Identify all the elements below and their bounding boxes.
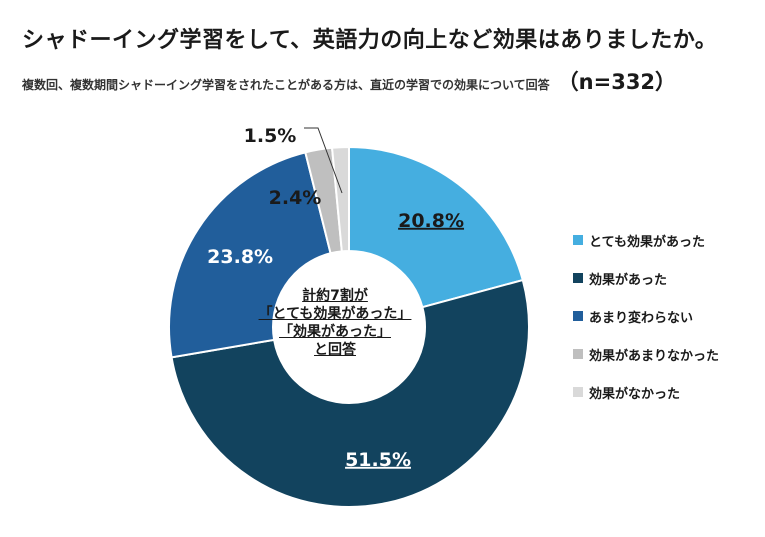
slice-label-5: 1.5% <box>244 125 297 147</box>
chart-subtitle: 複数回、複数期間シャドーイング学習をされたことがある方は、直近の学習での効果につ… <box>22 78 550 92</box>
legend-label: あまり変わらない <box>589 310 694 326</box>
legend-item-2: 効果があった <box>573 259 719 297</box>
sample-size-label: （n=332） <box>557 70 677 94</box>
legend-swatch <box>573 387 583 397</box>
donut-slice-1 <box>348 145 524 309</box>
chart-legend: とても効果があった 効果があったあまり変わらない効果があまりなかった 効果がなかった <box>573 221 719 411</box>
donut-slice-5 <box>330 145 350 253</box>
legend-swatch <box>573 273 583 283</box>
legend-item-4: 効果があまりなかった <box>573 335 719 373</box>
slice-label-2: 51.5% <box>345 449 411 471</box>
legend-label: 効果がなかった <box>589 386 681 402</box>
subtitle-row: 複数回、複数期間シャドーイング学習をされたことがある方は、直近の学習での効果につ… <box>22 66 676 96</box>
slice-label-4: 2.4% <box>269 187 322 209</box>
leader-line-5 <box>304 127 343 194</box>
legend-item-3: あまり変わらない <box>573 297 719 335</box>
legend-item-5: 効果がなかった <box>573 373 719 411</box>
center-line-4: と回答 <box>314 342 356 358</box>
legend-swatch <box>573 349 583 359</box>
slice-label-1: 20.8% <box>398 210 464 232</box>
legend-swatch <box>573 311 583 321</box>
donut-slice-2 <box>170 278 530 508</box>
center-annotation: 計約7割が 「とても効果があった」 「効果があった」 と回答 <box>235 287 435 359</box>
donut-slice-3 <box>168 151 332 359</box>
slice-label-3: 23.8% <box>207 246 273 268</box>
legend-item-1: とても効果があった <box>573 221 719 259</box>
center-line-1: 計約7割が <box>302 288 368 304</box>
legend-label: 効果があった <box>589 272 668 288</box>
legend-label: とても効果があった <box>589 234 705 250</box>
center-line-3: 「効果があった」 <box>279 324 391 340</box>
legend-label: 効果があまりなかった <box>589 348 720 364</box>
legend-swatch <box>573 235 583 245</box>
chart-title: シャドーイング学習をして、英語力の向上など効果はありましたか。 <box>22 28 718 53</box>
center-line-2: 「とても効果があった」 <box>258 306 412 322</box>
